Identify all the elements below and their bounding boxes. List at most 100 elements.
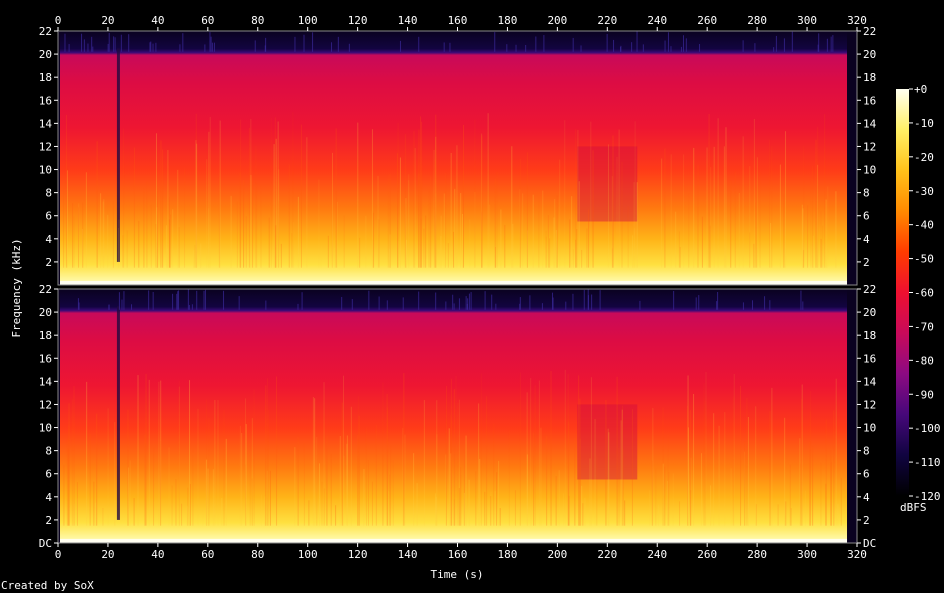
y-tick-label-right: DC: [863, 537, 876, 550]
colorbar: [896, 89, 909, 496]
x-tick-label-bottom: 300: [797, 548, 817, 561]
colorbar-label: dBFS: [900, 501, 927, 514]
colorbar-tick-label: -70: [914, 320, 934, 333]
x-tick-label-bottom: 320: [847, 548, 867, 561]
x-tick-label-bottom: 40: [151, 548, 164, 561]
x-tick-label-top: 20: [101, 14, 114, 27]
y-tick-label-right: 2: [863, 514, 870, 527]
y-axis-label: Frequency (kHz): [10, 238, 23, 337]
y-tick-label-right: 22: [863, 25, 876, 38]
colorbar-tick-label: -30: [914, 185, 934, 198]
x-tick-label-bottom: 220: [597, 548, 617, 561]
y-tick-label-right: 8: [863, 445, 870, 458]
x-tick-label-top: 40: [151, 14, 164, 27]
y-tick-label-right: 6: [863, 468, 870, 481]
y-tick-label-left: 4: [45, 491, 52, 504]
colorbar-tick-label: -120: [914, 490, 941, 503]
y-tick-label-right: 20: [863, 48, 876, 61]
x-tick-label-bottom: 260: [697, 548, 717, 561]
x-tick-label-bottom: 20: [101, 548, 114, 561]
y-tick-label-right: 18: [863, 71, 876, 84]
x-tick-label-bottom: 100: [298, 548, 318, 561]
x-tick-label-bottom: 240: [647, 548, 667, 561]
y-tick-label-left: 20: [39, 306, 52, 319]
colorbar-tick-label: -10: [914, 117, 934, 130]
x-tick-label-top: 200: [547, 14, 567, 27]
x-tick-label-top: 240: [647, 14, 667, 27]
y-tick-label-left: 8: [45, 187, 52, 200]
y-tick-label-right: 4: [863, 233, 870, 246]
x-tick-label-bottom: 160: [448, 548, 468, 561]
x-tick-label-top: 100: [298, 14, 318, 27]
y-tick-label-left: 10: [39, 164, 52, 177]
x-tick-label-top: 280: [747, 14, 767, 27]
y-tick-label-left: 18: [39, 329, 52, 342]
y-tick-label-right: 22: [863, 283, 876, 296]
y-tick-label-left: 16: [39, 94, 52, 107]
colorbar-ticks: +0 -10 -20 -30 -40 -50 -60 -70 -80 -90 -100 -110 -12…: [909, 83, 941, 503]
channel-1-spectrogram: [57, 30, 858, 286]
x-tick-label-bottom: 280: [747, 548, 767, 561]
colorbar-tick-label: -20: [914, 151, 934, 164]
x-tick-label-top: 300: [797, 14, 817, 27]
x-tick-label-top: 120: [348, 14, 368, 27]
y-tick-label-left: 2: [45, 514, 52, 527]
y-tick-label-left: 14: [39, 375, 53, 388]
y-tick-label-left: 12: [39, 398, 52, 411]
x-tick-label-top: 260: [697, 14, 717, 27]
y-tick-label-left: 2: [45, 256, 52, 269]
y-tick-label-right: 16: [863, 94, 876, 107]
x-tick-label-bottom: 120: [348, 548, 368, 561]
y-tick-label-right: 18: [863, 329, 876, 342]
x-tick-label-bottom: 180: [498, 548, 518, 561]
x-tick-label-top: 80: [251, 14, 264, 27]
y-tick-label-right: 14: [863, 117, 877, 130]
y-tick-label-right: 12: [863, 140, 876, 153]
x-tick-label-top: 140: [398, 14, 418, 27]
y-tick-label-left: 8: [45, 445, 52, 458]
colorbar-tick-label: -40: [914, 219, 934, 232]
channel-panels: [57, 30, 858, 544]
y-tick-label-right: 10: [863, 422, 876, 435]
axes: 0 0 20 20 40 40 60 60 80 80 100 100 120 120 140 140 160 1…: [39, 14, 877, 561]
colorbar-tick-label: -110: [914, 456, 941, 469]
y-tick-label-right: 10: [863, 164, 876, 177]
colorbar-tick-label: -100: [914, 422, 941, 435]
x-tick-label-bottom: 200: [547, 548, 567, 561]
y-tick-label-right: 20: [863, 306, 876, 319]
colorbar-tick-label: -90: [914, 388, 934, 401]
y-tick-label-left: DC: [39, 537, 52, 550]
y-tick-label-left: 12: [39, 140, 52, 153]
y-tick-label-left: 16: [39, 352, 52, 365]
y-tick-label-left: 6: [45, 468, 52, 481]
y-tick-label-left: 10: [39, 422, 52, 435]
x-axis-label: Time (s): [431, 568, 484, 581]
x-tick-label-bottom: 0: [55, 548, 62, 561]
x-tick-label-top: 160: [448, 14, 468, 27]
colorbar-tick-label: -80: [914, 354, 934, 367]
y-tick-label-left: 4: [45, 233, 52, 246]
y-tick-label-left: 6: [45, 210, 52, 223]
y-tick-label-left: 14: [39, 117, 53, 130]
y-tick-label-left: 18: [39, 71, 52, 84]
y-tick-label-right: 4: [863, 491, 870, 504]
y-tick-label-right: 16: [863, 352, 876, 365]
colorbar-tick-label: -50: [914, 253, 934, 266]
x-tick-label-top: 0: [55, 14, 62, 27]
x-tick-label-top: 320: [847, 14, 867, 27]
colorbar-tick-label: -60: [914, 287, 934, 300]
y-tick-label-right: 6: [863, 210, 870, 223]
y-tick-label-left: 20: [39, 48, 52, 61]
x-tick-label-bottom: 140: [398, 548, 418, 561]
x-tick-label-bottom: 80: [251, 548, 264, 561]
y-tick-label-left: 22: [39, 283, 52, 296]
y-tick-label-left: 22: [39, 25, 52, 38]
y-tick-label-right: 2: [863, 256, 870, 269]
y-tick-label-right: 14: [863, 375, 877, 388]
colorbar-tick-label: +0: [914, 83, 927, 96]
y-tick-label-right: 8: [863, 187, 870, 200]
x-tick-label-top: 180: [498, 14, 518, 27]
credit-text: Created by SoX: [1, 579, 94, 592]
x-tick-label-bottom: 60: [201, 548, 214, 561]
